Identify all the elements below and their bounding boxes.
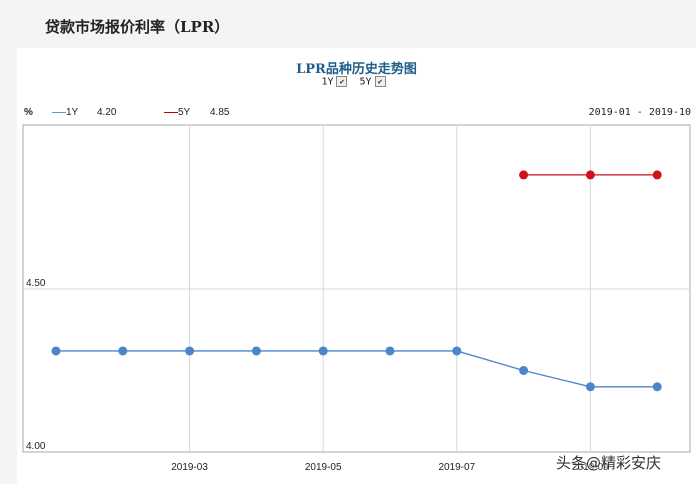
legend-5y-value: 4.85 (210, 107, 230, 118)
data-point[interactable] (452, 346, 462, 356)
x-tick-label: 2019-09 (572, 462, 609, 473)
data-point[interactable] (185, 346, 195, 356)
series-line-1Y (56, 350, 658, 388)
data-point[interactable] (519, 366, 529, 375)
data-point[interactable] (318, 346, 328, 356)
x-tick-label: 2019-05 (305, 462, 342, 473)
data-point[interactable] (652, 382, 662, 392)
watermark: 头条@精彩安庆 (556, 454, 662, 472)
data-point[interactable] (51, 346, 61, 356)
date-range: 2019-01 - 2019-10 (588, 107, 691, 118)
data-point[interactable] (385, 346, 395, 356)
page-title: 贷款市场报价利率（LPR） (45, 18, 230, 36)
y-tick-label: 4.50 (26, 278, 46, 289)
series-toggles: 1Y ✔ 5Y ✔ (17, 76, 696, 88)
x-tick-label: 2019-03 (171, 462, 208, 473)
chart-title: LPR品种历史走势图 (296, 62, 417, 77)
legend-5y-name: 5Y (178, 107, 191, 118)
data-point[interactable] (251, 346, 261, 356)
data-point[interactable] (585, 170, 595, 180)
y-tick-label: 4.00 (26, 441, 46, 452)
data-point[interactable] (585, 382, 595, 392)
chart-panel: LPR品种历史走势图 1Y ✔ 5Y ✔ % 1Y 4.20 5Y 4.85 201… (17, 48, 696, 484)
legend-1y-name: 1Y (66, 107, 79, 118)
unit-label: % (24, 107, 33, 118)
toggle-1y-label: 1Y (321, 76, 334, 88)
data-point[interactable] (652, 170, 662, 180)
legend-1y-line-icon (52, 111, 66, 113)
toggle-1y-checkbox[interactable]: ✔ (336, 76, 348, 87)
data-point[interactable] (519, 170, 529, 180)
legend-1y-value: 4.20 (97, 107, 117, 118)
data-point[interactable] (118, 346, 128, 356)
legend-5y-line-icon (164, 111, 178, 113)
toggle-5y-checkbox[interactable]: ✔ (374, 76, 386, 87)
x-tick-label: 2019-07 (438, 462, 475, 473)
toggle-5y-label: 5Y (359, 76, 372, 88)
